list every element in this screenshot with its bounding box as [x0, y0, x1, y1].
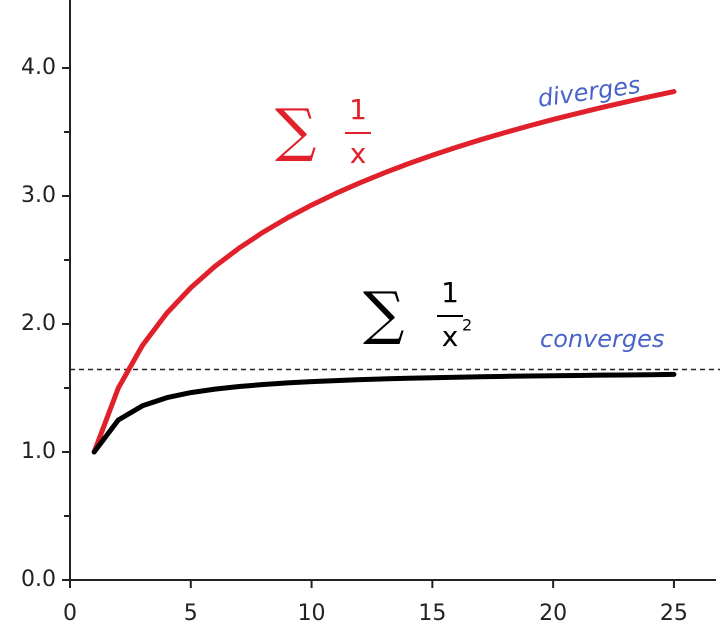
annotation: converges: [540, 325, 664, 353]
numerator: 1: [349, 93, 367, 126]
denominator: x: [442, 320, 459, 353]
x-tick-label: 20: [539, 601, 567, 626]
series-line: [91, 89, 677, 455]
y-tick-label: 3.0: [21, 183, 56, 208]
series-line: [91, 371, 677, 455]
series-label: ∑ 1 x: [275, 93, 371, 170]
x-tick-label: 25: [660, 601, 688, 626]
y-tick-label: 2.0: [21, 311, 56, 336]
exponent: 2: [462, 316, 472, 335]
y-tick-label: 0.0: [21, 567, 56, 592]
annotation: diverges: [536, 71, 642, 113]
series-label: ∑ 1 x 2: [363, 276, 472, 353]
y-tick-label: 4.0: [21, 55, 56, 80]
denominator: x: [350, 137, 367, 170]
x-tick-label: 5: [184, 601, 198, 626]
y-tick-label: 1.0: [21, 439, 56, 464]
sigma: ∑: [275, 96, 316, 164]
x-tick-label: 15: [418, 601, 446, 626]
x-tick-label: 0: [63, 601, 77, 626]
x-tick-label: 10: [298, 601, 326, 626]
sigma: ∑: [363, 279, 404, 347]
numerator: 1: [441, 276, 459, 309]
